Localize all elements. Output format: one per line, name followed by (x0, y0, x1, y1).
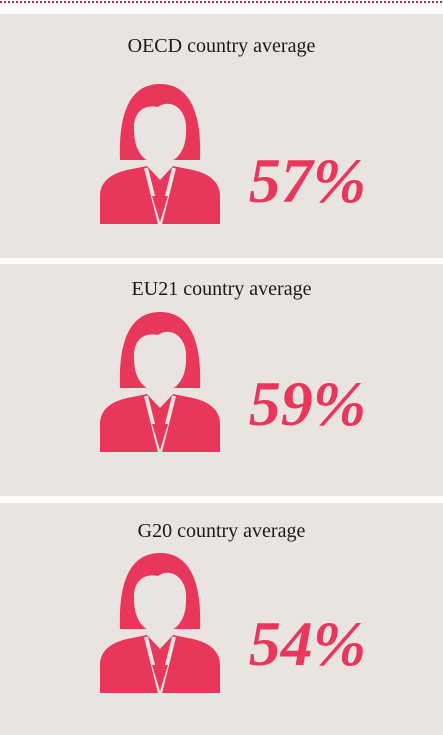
panel-label: OECD country average (128, 35, 316, 57)
panel-value: 54% (249, 608, 366, 679)
panel (0, 14, 443, 258)
panel-label: G20 country average (138, 520, 306, 542)
panel-label: EU21 country average (132, 278, 312, 300)
panel-value: 57% (249, 145, 366, 216)
panel (0, 503, 443, 735)
panel (0, 264, 443, 496)
panel-value: 59% (249, 368, 366, 439)
